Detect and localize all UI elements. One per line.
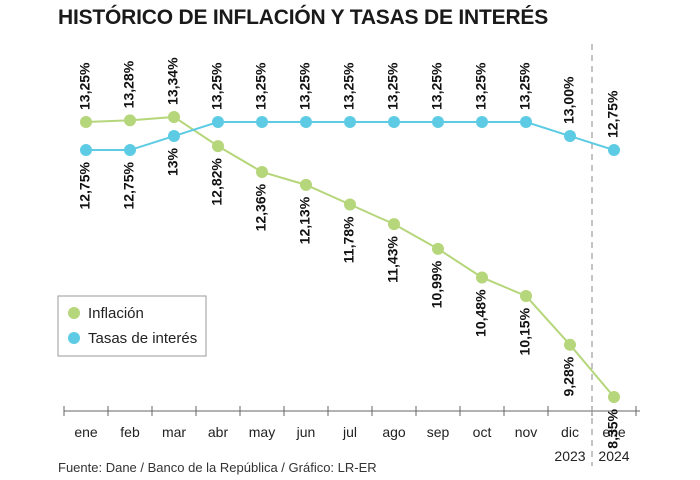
inflation-label: 10,48% bbox=[473, 289, 489, 337]
inflation-label: 13,28% bbox=[121, 60, 137, 108]
inflation-point bbox=[168, 110, 180, 123]
inflation-label: 8,35% bbox=[605, 408, 621, 448]
interest-rate-label: 13,25% bbox=[209, 62, 225, 110]
data-labels: 13,25% 12,75% 13,28% 12,75% 13,34% 13% 13,25% 1… bbox=[77, 57, 621, 449]
interest-rate-label: 12,75% bbox=[77, 162, 93, 210]
interest-rate-point bbox=[124, 144, 136, 157]
inflation-point bbox=[520, 289, 532, 302]
inflation-point bbox=[80, 116, 92, 128]
x-tick-label: ene bbox=[74, 424, 98, 440]
inflation-point bbox=[300, 178, 312, 191]
chart-title: HISTÓRICO DE INFLACIÓN Y TASAS DE INTERÉ… bbox=[58, 6, 549, 29]
interest-rate-label: 13% bbox=[165, 147, 181, 176]
inflation-point bbox=[432, 242, 444, 255]
interest-rate-label: 13,25% bbox=[253, 62, 269, 110]
interest-rate-point bbox=[80, 144, 92, 157]
legend: Inflación Tasas de interés bbox=[57, 295, 207, 357]
interest-rate-label: 13,25% bbox=[341, 62, 357, 110]
x-axis: ene feb mar abr may jun jul ago sep oct nov dic ene 2… bbox=[63, 44, 640, 466]
year-label: 2023 bbox=[554, 448, 585, 464]
inflation-point bbox=[124, 114, 136, 127]
inflation-label: 11,78% bbox=[341, 216, 357, 263]
x-tick-label: jun bbox=[296, 424, 316, 440]
inflation-label: 12,36% bbox=[253, 183, 269, 231]
interest-rate-point bbox=[256, 116, 268, 128]
inflation-point bbox=[344, 198, 356, 211]
inflation-label: 11,43% bbox=[385, 236, 401, 283]
interest-rate-point bbox=[608, 144, 620, 157]
interest-rate-point bbox=[476, 116, 488, 128]
x-tick-label: mar bbox=[162, 424, 186, 440]
inflation-point bbox=[212, 140, 224, 153]
interest-rate-label: 13,25% bbox=[473, 62, 489, 110]
inflation-label: 13,25% bbox=[77, 62, 93, 110]
inflation-point bbox=[476, 271, 488, 284]
interest-rate-point bbox=[564, 130, 576, 143]
inflation-label: 13,34% bbox=[165, 57, 181, 105]
x-tick-label: sep bbox=[427, 424, 450, 440]
inflation-point bbox=[564, 338, 576, 351]
interest-rate-label: 13,25% bbox=[429, 62, 445, 110]
legend-label-interest-rate: Tasas de interés bbox=[88, 330, 197, 347]
interest-rate-label: 13,00% bbox=[561, 76, 577, 124]
interest-rate-label: 13,25% bbox=[517, 62, 533, 110]
interest-rate-point bbox=[432, 116, 444, 128]
x-tick-label: ago bbox=[382, 424, 406, 440]
interest-rate-point bbox=[520, 116, 532, 128]
inflation-label: 12,82% bbox=[209, 158, 225, 206]
inflation-label: 12,13% bbox=[297, 196, 313, 244]
interest-rate-label: 12,75% bbox=[605, 90, 621, 138]
legend-box bbox=[57, 295, 207, 357]
legend-label-inflation: Inflación bbox=[88, 305, 144, 322]
inflation-point bbox=[608, 391, 620, 403]
interest-rate-point bbox=[212, 116, 224, 128]
x-tick-label: abr bbox=[208, 424, 229, 440]
inflation-point bbox=[256, 165, 268, 178]
interest-rate-label: 13,25% bbox=[297, 62, 313, 110]
x-tick-label: ene bbox=[602, 424, 626, 440]
interest-rate-label: 13,25% bbox=[385, 62, 401, 110]
inflation-label: 10,99% bbox=[429, 260, 445, 308]
x-tick-label: feb bbox=[120, 424, 140, 440]
interest-rate-point bbox=[168, 130, 180, 143]
interest-rate-label: 12,75% bbox=[121, 162, 137, 210]
interest-rate-point bbox=[388, 116, 400, 128]
interest-rate-point bbox=[300, 116, 312, 128]
x-tick-label: may bbox=[249, 424, 275, 440]
x-tick-label: jul bbox=[342, 424, 357, 440]
legend-marker-inflation bbox=[68, 307, 80, 319]
interest-rate-point bbox=[344, 116, 356, 128]
x-tick-label: dic bbox=[561, 424, 579, 440]
inflation-label: 9,28% bbox=[561, 356, 577, 396]
series-points bbox=[80, 110, 620, 403]
legend-marker-interest-rate bbox=[68, 332, 80, 344]
inflation-label: 10,15% bbox=[517, 307, 533, 355]
x-tick-label: nov bbox=[515, 424, 538, 440]
x-tick-label: oct bbox=[473, 424, 492, 440]
inflation-point bbox=[388, 218, 400, 231]
source-note: Fuente: Dane / Banco de la República / G… bbox=[58, 460, 377, 475]
year-label: 2024 bbox=[598, 448, 629, 464]
